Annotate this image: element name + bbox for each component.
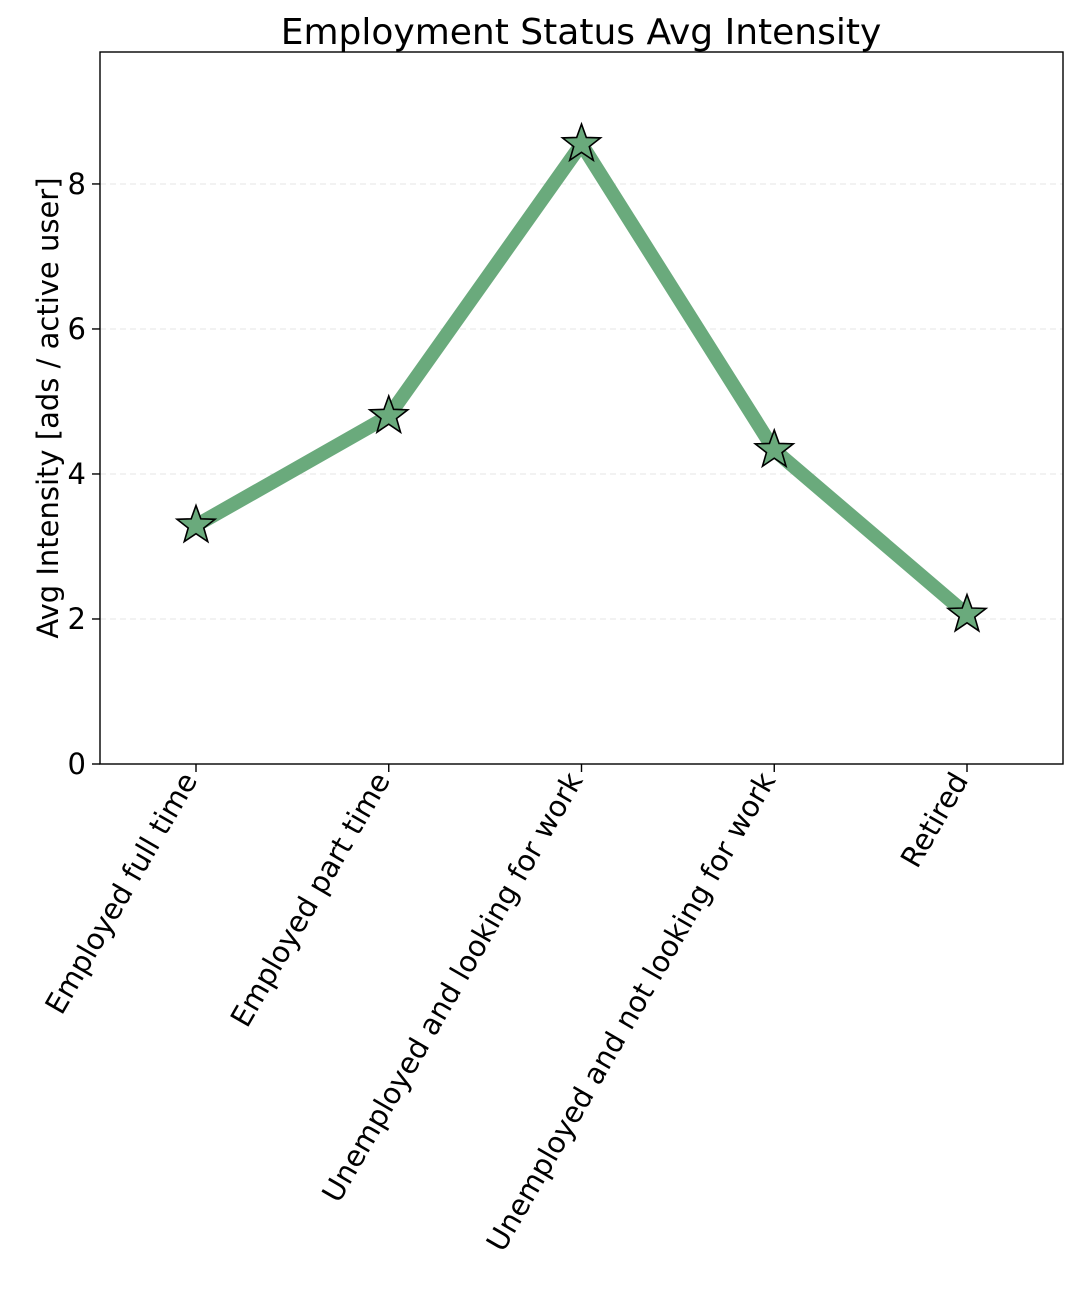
data-point-star [174, 503, 218, 544]
data-point-star [945, 592, 989, 633]
data-series [174, 121, 989, 633]
y-axis-label: Avg Intensity [ads / active user] [31, 177, 65, 638]
data-point-star [560, 121, 603, 163]
y-tick-label: 6 [68, 312, 86, 346]
data-point-star [752, 427, 796, 469]
y-tick-label: 4 [68, 457, 86, 491]
data-point-star [367, 393, 411, 435]
y-tick-label: 2 [68, 602, 86, 636]
chart-title: Employment Status Avg Intensity [281, 12, 882, 53]
gridlines [100, 183, 1063, 620]
y-tick-label: 0 [68, 747, 86, 781]
y-axis: 0 2 4 6 8 [68, 167, 100, 781]
y-tick-label: 8 [68, 167, 86, 201]
